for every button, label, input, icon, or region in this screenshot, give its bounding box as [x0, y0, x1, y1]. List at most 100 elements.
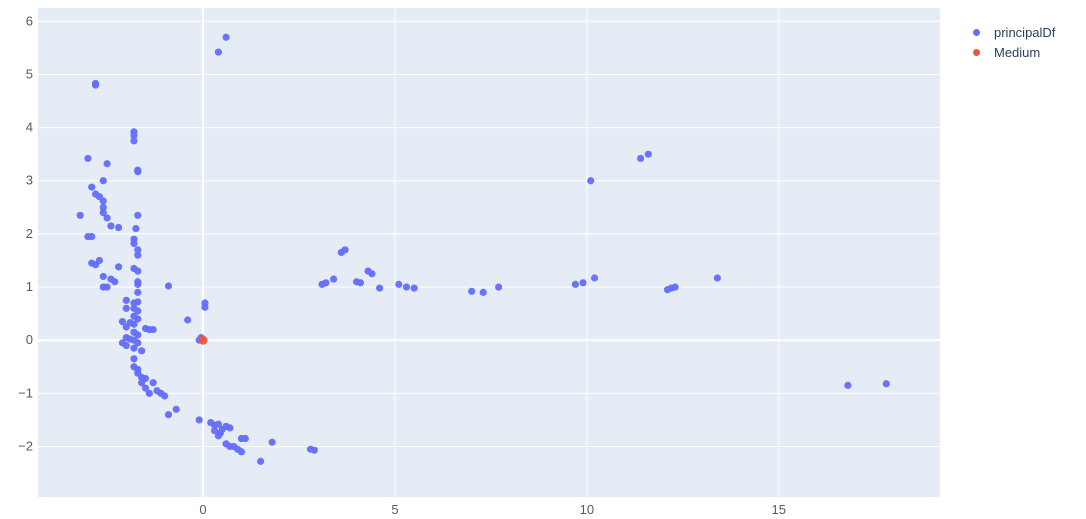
- data-point-principaldf[interactable]: [210, 426, 219, 435]
- data-point-principaldf[interactable]: [130, 355, 138, 363]
- data-point-principaldf[interactable]: [713, 274, 721, 282]
- data-point-principaldf[interactable]: [134, 267, 142, 275]
- data-point-principaldf[interactable]: [134, 298, 142, 306]
- data-point-principaldf[interactable]: [671, 283, 679, 291]
- y-tick-label: 3: [26, 173, 33, 188]
- data-point-principaldf[interactable]: [184, 316, 192, 324]
- data-point-principaldf[interactable]: [88, 232, 96, 241]
- data-point-principaldf[interactable]: [99, 203, 107, 211]
- data-point-principaldf[interactable]: [134, 339, 142, 347]
- data-point-principaldf[interactable]: [134, 315, 142, 323]
- data-point-principaldf[interactable]: [134, 251, 142, 259]
- data-point-principaldf[interactable]: [241, 434, 249, 443]
- data-point-principaldf[interactable]: [268, 438, 276, 446]
- data-point-principaldf[interactable]: [130, 239, 138, 248]
- data-point-principaldf[interactable]: [201, 303, 209, 311]
- data-point-principaldf[interactable]: [149, 325, 157, 334]
- data-point-principaldf[interactable]: [138, 379, 146, 387]
- legend-item-principaldf[interactable]: principalDf: [960, 22, 1055, 42]
- data-point-principaldf[interactable]: [571, 280, 579, 288]
- data-point-principaldf[interactable]: [122, 304, 130, 312]
- data-point-principaldf[interactable]: [99, 197, 107, 205]
- data-point-principaldf[interactable]: [134, 168, 142, 176]
- data-point-principaldf[interactable]: [134, 280, 142, 288]
- data-point-principaldf[interactable]: [122, 341, 130, 350]
- data-point-principaldf[interactable]: [356, 279, 365, 287]
- data-point-principaldf[interactable]: [99, 272, 107, 281]
- data-point-principaldf[interactable]: [149, 379, 157, 387]
- data-point-principaldf[interactable]: [214, 420, 222, 428]
- data-point-principaldf[interactable]: [130, 344, 138, 352]
- data-point-principaldf[interactable]: [164, 411, 173, 419]
- y-tick-label: 6: [26, 13, 33, 28]
- data-point-principaldf[interactable]: [368, 270, 376, 278]
- data-point-principaldf[interactable]: [134, 331, 142, 339]
- data-point-principaldf[interactable]: [111, 278, 119, 286]
- data-point-principaldf[interactable]: [107, 222, 115, 230]
- data-point-principaldf[interactable]: [115, 223, 123, 232]
- data-point-principaldf[interactable]: [103, 283, 111, 291]
- data-point-principaldf[interactable]: [195, 416, 203, 424]
- grid-lines: [38, 8, 940, 497]
- data-point-principaldf[interactable]: [138, 347, 146, 355]
- data-point-principaldf[interactable]: [134, 246, 142, 254]
- data-point-principaldf[interactable]: [145, 389, 153, 397]
- data-point-principaldf[interactable]: [91, 261, 100, 269]
- data-point-principaldf[interactable]: [479, 288, 487, 296]
- data-point-principaldf[interactable]: [341, 246, 349, 254]
- data-point-principaldf[interactable]: [587, 177, 595, 185]
- data-point-principaldf[interactable]: [226, 424, 234, 432]
- data-point-principaldf[interactable]: [130, 320, 138, 328]
- data-point-principaldf[interactable]: [132, 224, 140, 233]
- data-point-principaldf[interactable]: [84, 154, 92, 163]
- data-point-principaldf[interactable]: [579, 279, 587, 287]
- data-point-principaldf[interactable]: [172, 405, 180, 413]
- data-point-principaldf[interactable]: [494, 283, 503, 291]
- data-point-principaldf[interactable]: [122, 323, 130, 331]
- data-point-principaldf[interactable]: [118, 317, 127, 326]
- data-point-principaldf[interactable]: [99, 177, 107, 185]
- data-point-principaldf[interactable]: [395, 280, 403, 288]
- data-point-principaldf[interactable]: [99, 209, 107, 217]
- x-tick-label: 15: [772, 502, 786, 517]
- data-point-principaldf[interactable]: [115, 263, 123, 271]
- y-tick-label: 1: [26, 279, 33, 294]
- data-point-principaldf[interactable]: [141, 384, 150, 392]
- data-point-principaldf[interactable]: [644, 150, 652, 158]
- data-point-principaldf[interactable]: [103, 160, 111, 168]
- data-point-principaldf[interactable]: [214, 48, 222, 56]
- data-point-principaldf[interactable]: [376, 284, 384, 292]
- data-point-principaldf[interactable]: [88, 183, 96, 191]
- data-point-principaldf[interactable]: [257, 457, 265, 465]
- data-point-principaldf[interactable]: [134, 288, 142, 296]
- data-point-principaldf[interactable]: [882, 380, 890, 388]
- x-tick-label: 5: [391, 502, 398, 517]
- data-point-principaldf[interactable]: [329, 275, 338, 283]
- plot-area: [38, 8, 940, 497]
- data-point-principaldf[interactable]: [222, 33, 230, 41]
- data-point-principaldf[interactable]: [468, 287, 476, 295]
- data-point-principaldf[interactable]: [122, 296, 130, 304]
- data-point-principaldf[interactable]: [237, 448, 246, 456]
- data-point-principaldf[interactable]: [637, 154, 645, 163]
- data-point-principaldf[interactable]: [130, 137, 138, 145]
- data-point-principaldf[interactable]: [322, 279, 330, 287]
- data-point-principaldf[interactable]: [161, 392, 169, 400]
- data-point-principaldf[interactable]: [134, 211, 142, 219]
- data-point-principaldf[interactable]: [214, 432, 222, 440]
- data-point-principaldf[interactable]: [130, 131, 138, 140]
- data-point-principaldf[interactable]: [134, 307, 142, 315]
- data-point-principaldf[interactable]: [91, 81, 100, 89]
- data-point-principaldf[interactable]: [310, 446, 318, 454]
- data-point-medium[interactable]: [198, 335, 208, 345]
- data-point-principaldf[interactable]: [76, 211, 84, 219]
- x-tick-label: 0: [199, 502, 206, 517]
- legend-item-medium[interactable]: Medium: [960, 42, 1055, 62]
- data-point-principaldf[interactable]: [844, 381, 852, 389]
- data-point-principaldf[interactable]: [164, 282, 173, 290]
- data-point-principaldf[interactable]: [402, 283, 411, 291]
- data-point-principaldf[interactable]: [410, 284, 418, 292]
- data-point-principaldf[interactable]: [103, 214, 111, 222]
- data-point-principaldf[interactable]: [590, 274, 599, 282]
